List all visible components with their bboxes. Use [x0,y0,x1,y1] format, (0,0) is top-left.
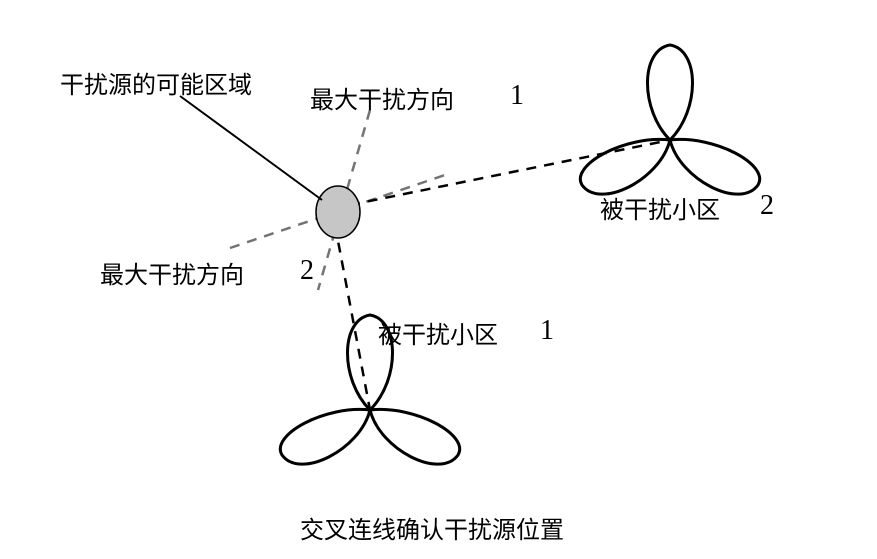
source-region-ellipse [316,186,360,238]
label-source-region: 干扰源的可能区域 [60,65,252,100]
label-cell-2-suffix: 2 [760,190,774,222]
label-cell-2-text: 被干扰小区 [600,198,720,224]
cell-2-antenna-top-petal [648,45,693,140]
label-cell-1-suffix: 1 [540,315,554,347]
label-max-dir-2-suffix: 2 [300,255,314,287]
label-max-dir-1-text: 最大干扰方向 [310,88,454,114]
label-max-dir-2-text: 最大干扰方向 [100,263,244,289]
label-max-dir-1-suffix: 1 [510,80,524,112]
label-max-dir-2: 最大干扰方向 2 [100,255,244,290]
pointer-line [180,96,322,200]
cell-2-antenna-right-petal [670,139,760,194]
label-caption: 交叉连线确认干扰源位置 [300,510,564,545]
cell-2-antenna-left-petal [580,139,670,194]
label-cell-1: 被干扰小区 1 [378,315,498,350]
label-max-dir-1: 最大干扰方向 1 [310,80,454,115]
label-cell-2: 被干扰小区 2 [600,190,720,225]
label-source-region-text: 干扰源的可能区域 [60,73,252,99]
cell-2-antenna [580,45,759,194]
label-caption-text: 交叉连线确认干扰源位置 [300,518,564,544]
cell-1-antenna-right-petal [370,409,460,464]
cell-1-antenna-left-petal [280,409,370,464]
label-cell-1-text: 被干扰小区 [378,323,498,349]
